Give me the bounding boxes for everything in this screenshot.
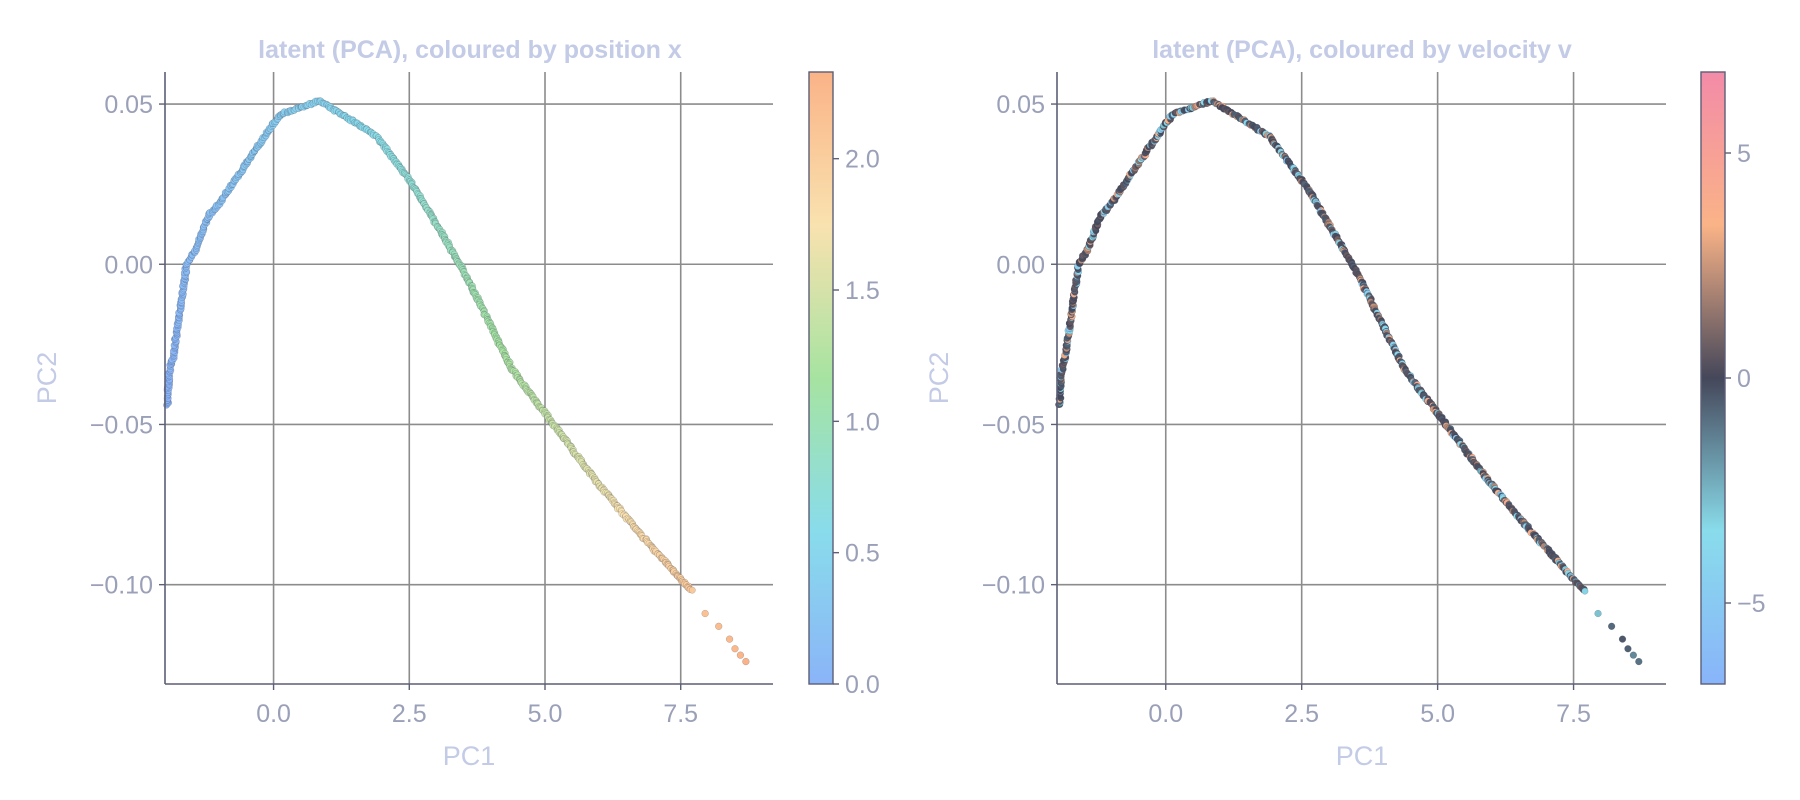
x-tick-label: 5.0 [1420,700,1455,728]
x-axis-label: PC1 [1336,741,1389,771]
y-ticks: 0.05 0.00 −0.05 −0.10 [982,91,1057,600]
x-tick-label: 7.5 [663,700,698,728]
y-tick-label: 0.05 [996,91,1045,119]
y-tick-label: −0.10 [90,572,153,600]
x-tick-label: 2.5 [1284,700,1319,728]
data-point [1581,587,1589,595]
data-point [1618,635,1627,643]
colorbar: 0.0 0.5 1.0 1.5 2.0 [808,71,880,699]
data-point [1607,622,1616,630]
colorbar-tick-label: 1.5 [845,277,880,305]
data-point [1594,609,1602,618]
grid [165,72,773,684]
colorbar-tick-label: 0.5 [845,540,880,568]
plot-frame [165,72,773,684]
colorbar-ticks: 0.0 0.5 1.0 1.5 2.0 [833,146,880,699]
data-point [725,635,734,643]
x-tick-label: 2.5 [392,700,427,728]
scatter-points [1055,97,1643,666]
colorbar-frame [808,71,834,685]
colorbar-tick-label: 0 [1737,365,1751,393]
y-axis-label: PC2 [32,352,62,405]
chart-title: latent (PCA), coloured by position x [258,36,682,64]
y-tick-label: −0.05 [982,411,1045,439]
data-point [701,609,709,618]
data-point [1624,645,1632,653]
colorbar-gradient [1701,72,1725,684]
data-point [1635,657,1643,666]
data-point [1629,651,1638,659]
colorbar-tick-label: 5 [1737,140,1751,168]
y-tick-label: 0.00 [104,251,153,279]
x-tick-label: 7.5 [1556,700,1591,728]
panel-velocity: latent (PCA), coloured by velocity v 0.0… [924,36,1766,771]
y-ticks: 0.05 0.00 −0.05 −0.10 [90,91,165,600]
colorbar-tick-label: 0.0 [845,671,880,699]
y-tick-label: 0.00 [996,251,1045,279]
x-tick-label: 0.0 [1148,700,1183,728]
x-axis-label: PC1 [443,741,496,771]
x-tick-label: 0.0 [256,700,291,728]
y-tick-label: −0.10 [982,572,1045,600]
x-ticks: 0.0 2.5 5.0 7.5 [256,684,698,728]
colorbar-tick-label: 1.0 [845,408,880,436]
colorbar-ticks: −5 0 5 [1725,140,1766,618]
colorbar-tick-label: 2.0 [845,146,880,174]
x-ticks: 0.0 2.5 5.0 7.5 [1148,684,1591,728]
data-point [736,651,745,659]
y-tick-label: 0.05 [104,91,153,119]
y-tick-label: −0.05 [90,411,153,439]
data-point [731,645,739,653]
colorbar-tick-label: −5 [1737,590,1766,618]
y-axis-label: PC2 [924,352,954,405]
colorbar-gradient [809,72,833,684]
data-point [688,586,696,594]
scatter-points [163,97,750,666]
grid [1057,72,1666,684]
x-tick-label: 5.0 [528,700,563,728]
data-point [742,657,750,666]
panel-position: latent (PCA), coloured by position x 0.0… [32,36,880,771]
data-point [715,622,723,630]
colorbar: −5 0 5 [1700,71,1766,685]
chart-title: latent (PCA), coloured by velocity v [1152,36,1572,64]
